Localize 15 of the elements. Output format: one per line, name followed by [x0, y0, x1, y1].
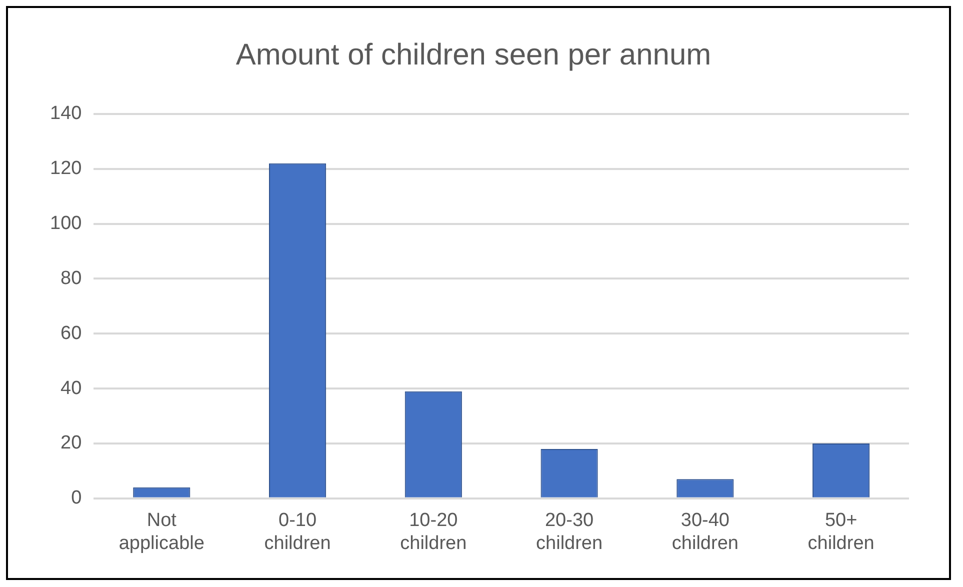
y-tick-label: 40: [60, 378, 82, 399]
y-tick-label: 140: [50, 103, 82, 124]
x-tick-label: 20-30 children: [536, 510, 603, 554]
chart-title: Amount of children seen per annum: [236, 38, 712, 72]
y-tick-label: 60: [60, 322, 82, 344]
x-tick-label: 0-10 children: [264, 510, 331, 554]
x-tick-label: Not applicable: [118, 510, 204, 554]
x-tick-label: 10-20 children: [400, 510, 467, 554]
y-tick-label: 80: [60, 268, 82, 289]
y-tick-label: 120: [50, 158, 82, 180]
y-tick-label: 100: [50, 213, 82, 234]
y-tick-label: 20: [60, 432, 82, 454]
y-tick-label: 0: [71, 488, 82, 509]
x-tick-label: 30-40 children: [672, 510, 738, 554]
x-tick-label: 50+ children: [808, 510, 874, 554]
